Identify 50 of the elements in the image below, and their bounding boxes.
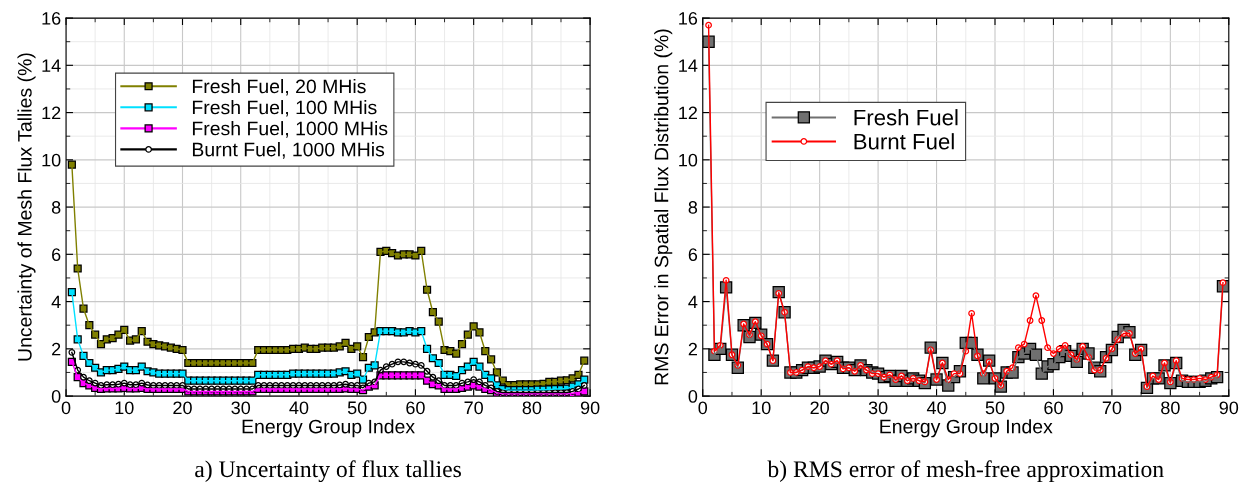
x-axis-title: Energy Group Index — [242, 419, 415, 438]
x-tick-label: 90 — [580, 401, 600, 415]
y-tick-label: 14 — [679, 59, 698, 72]
y-tick-label: 16 — [679, 12, 698, 25]
x-tick-label: 60 — [1044, 401, 1063, 415]
y-tick-label: 6 — [52, 248, 61, 262]
legend-label: Burnt Fuel, 1000 MHis — [192, 142, 385, 159]
x-tick-label: 10 — [752, 401, 771, 415]
y-tick-label: 14 — [42, 59, 61, 72]
x-tick-label: 80 — [1161, 401, 1180, 415]
y-tick-label: 10 — [42, 153, 61, 167]
x-tick-label: 70 — [464, 401, 483, 415]
y-axis-title: Uncertainty of Mesh Flux Tallies (%) — [17, 53, 36, 361]
x-tick-label: 50 — [347, 401, 367, 415]
y-tick-label: 4 — [51, 295, 61, 309]
y-tick-label: 12 — [679, 106, 697, 120]
x-tick-label: 20 — [173, 401, 192, 415]
y-tick-label: 0 — [688, 390, 698, 403]
x-tick-label: 50 — [985, 401, 1005, 415]
legend-label: Fresh Fuel, 20 MHis — [192, 78, 366, 96]
legend-label: Fresh Fuel, 1000 MHis — [192, 121, 388, 138]
legend-label: Burnt Fuel — [854, 133, 954, 150]
text: a) Uncertainty of flux tallies — [195, 460, 461, 483]
x-tick-label: 10 — [115, 401, 134, 415]
x-tick-label: 90 — [1219, 401, 1239, 415]
y-tick-label: 4 — [688, 295, 698, 309]
x-tick-label: 30 — [868, 401, 888, 415]
y-tick-label: 0 — [51, 390, 61, 403]
x-tick-label: 40 — [926, 401, 946, 415]
text: b) RMS error of mesh-free approximation — [767, 460, 1164, 482]
x-tick-label: 60 — [406, 401, 425, 415]
x-tick-label: 30 — [231, 401, 251, 415]
x-tick-label: 20 — [810, 401, 829, 415]
y-tick-label: 12 — [42, 106, 61, 120]
x-tick-label: 40 — [289, 401, 309, 415]
x-tick-label: 80 — [522, 401, 542, 415]
y-axis-title: RMS Error in Spatial Flux Distribution (%) — [654, 29, 673, 385]
x-axis-title: Energy Group Index — [880, 419, 1053, 438]
legend-label: Fresh Fuel, 100 MHis — [192, 100, 377, 117]
y-tick-label: 8 — [51, 201, 61, 214]
x-tick-label: 0 — [61, 401, 71, 415]
y-tick-label: 10 — [679, 153, 698, 167]
x-tick-label: 0 — [698, 401, 708, 415]
y-tick-label: 16 — [42, 12, 61, 25]
y-tick-label: 6 — [688, 248, 698, 262]
y-tick-label: 8 — [688, 201, 698, 214]
y-tick-label: 2 — [688, 342, 697, 356]
x-tick-label: 70 — [1102, 401, 1122, 415]
y-tick-label: 2 — [52, 342, 61, 356]
legend-label: Fresh Fuel — [854, 109, 958, 126]
